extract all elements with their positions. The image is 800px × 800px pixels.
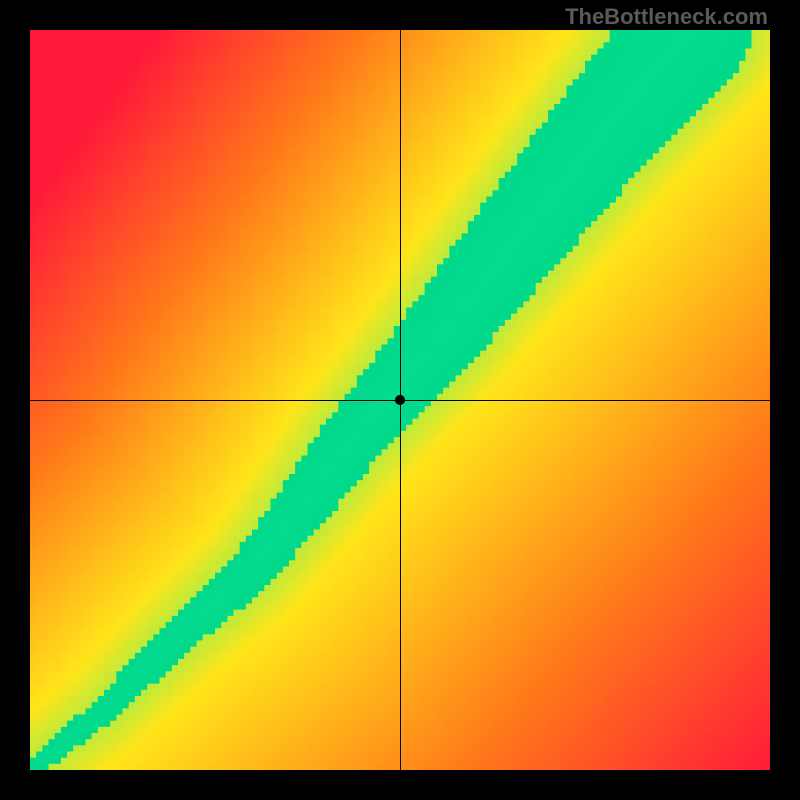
chart-container: TheBottleneck.com xyxy=(0,0,800,800)
heatmap-canvas xyxy=(30,30,770,770)
plot-area xyxy=(30,30,770,770)
watermark-text: TheBottleneck.com xyxy=(565,4,768,30)
